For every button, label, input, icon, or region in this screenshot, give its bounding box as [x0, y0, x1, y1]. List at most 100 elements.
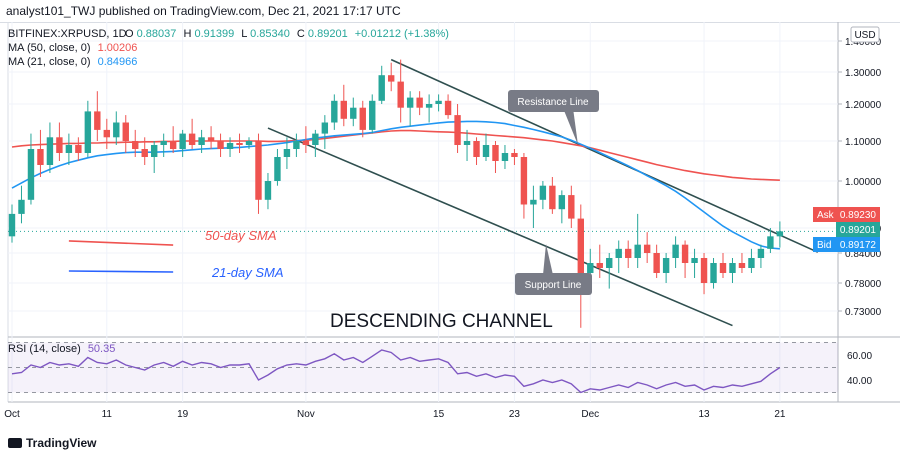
candle — [255, 133, 262, 214]
candle-body — [492, 145, 499, 161]
legend-ma50-label: MA (50, close, 0) — [8, 42, 91, 54]
candle-body — [151, 145, 158, 157]
support-callout: Support Line — [515, 244, 592, 295]
candle — [662, 253, 670, 283]
ma21-line — [11, 120, 780, 250]
time-tick-label: 23 — [509, 409, 521, 420]
candle-body — [302, 141, 310, 145]
support-callout-pointer — [543, 244, 553, 275]
resistance-callout-pointer — [563, 108, 578, 145]
candle-body — [729, 263, 736, 273]
time-tick-label: Dec — [581, 409, 599, 420]
candle-body — [169, 141, 177, 149]
time-tick-label: 13 — [698, 409, 710, 420]
trend-line-layer — [68, 58, 819, 327]
candle — [691, 248, 698, 278]
candle — [539, 181, 547, 210]
candle-body — [691, 258, 698, 263]
candle-body — [293, 141, 300, 149]
resistance-callout: Resistance Line — [508, 90, 599, 145]
candle — [388, 62, 395, 92]
candle-body — [473, 141, 480, 157]
legend-o-value: 0.88037 — [137, 28, 177, 40]
candle-body — [141, 149, 148, 157]
candle — [369, 94, 376, 134]
candle-body — [283, 149, 291, 157]
candle-body — [207, 137, 215, 141]
candle-body — [444, 100, 452, 116]
candle-body — [643, 244, 651, 253]
candle-body — [530, 199, 537, 205]
candle-body — [615, 248, 622, 258]
candle-body — [710, 263, 717, 283]
candle-body — [738, 263, 746, 268]
legend-ma50-value: 1.00206 — [98, 42, 138, 54]
candle-body — [482, 145, 490, 157]
time-tick-label: 21 — [774, 409, 786, 420]
resistance-callout-box — [508, 90, 599, 112]
candle — [473, 137, 480, 165]
candle-body — [748, 258, 755, 268]
candle — [217, 133, 224, 157]
candle-body — [179, 133, 186, 149]
candle — [615, 240, 622, 273]
candle-body — [122, 122, 129, 141]
candle-body — [255, 141, 262, 200]
last-price-tag-box — [836, 222, 880, 237]
candle-body — [27, 149, 35, 200]
candle — [207, 126, 215, 149]
candle-body — [8, 213, 16, 237]
candle — [444, 94, 452, 119]
ask-tag-value: 0.89230 — [840, 210, 877, 221]
axis-layer: 0.730000.780000.840000.900001.000001.100… — [4, 37, 881, 420]
legend-symbol: BITFINEX:XRPUSD, 1D — [8, 28, 127, 40]
moving-average-layer — [11, 120, 780, 250]
legend-c-key: C — [297, 28, 305, 40]
candle-body — [37, 149, 44, 165]
currency-badge[interactable]: USD — [850, 26, 880, 43]
candle — [748, 248, 755, 273]
candle — [492, 141, 499, 173]
candle-body — [463, 141, 471, 145]
price-tick-label: 0.78000 — [845, 279, 882, 290]
candle — [274, 149, 281, 186]
candle-body — [719, 263, 727, 273]
candle-body — [350, 107, 357, 119]
candle-body — [625, 248, 632, 258]
candle-body — [378, 75, 385, 101]
candle-body — [188, 133, 196, 145]
candle-body — [103, 129, 110, 138]
candle-body — [217, 141, 224, 149]
candle — [18, 185, 25, 224]
legend-c-value: 0.89201 — [308, 28, 348, 40]
candle — [188, 118, 196, 149]
legend-h-value: 0.91399 — [194, 28, 234, 40]
candle — [312, 129, 319, 157]
candle — [350, 97, 357, 127]
legend-o-key: O — [125, 28, 134, 40]
candle-body — [46, 137, 54, 165]
candle-body — [568, 195, 575, 219]
candle-body — [274, 157, 281, 181]
candle — [283, 137, 291, 169]
price-tick-label: 1.10000 — [845, 137, 882, 148]
candle-body — [84, 111, 92, 153]
legend-rsi-label: RSI (14, close) — [8, 343, 81, 355]
ma50-line — [11, 129, 780, 181]
sma21-sample-line — [68, 270, 174, 273]
candle — [236, 133, 243, 153]
sma50-sample-line — [68, 240, 174, 246]
candle — [8, 204, 16, 243]
candle-body — [681, 244, 689, 263]
support-callout-box — [515, 273, 592, 295]
tradingview-footer[interactable]: TradingView — [8, 436, 96, 450]
candle — [84, 100, 92, 157]
candle-body — [539, 185, 547, 200]
legend-h-key: H — [183, 28, 191, 40]
candle-body — [94, 111, 101, 130]
legend-ma21-value: 0.84966 — [98, 56, 138, 68]
legend-ohlc: O 0.88037 H 0.91399 L 0.85340 C 0.89201 … — [125, 28, 449, 40]
candle-layer — [8, 59, 784, 328]
